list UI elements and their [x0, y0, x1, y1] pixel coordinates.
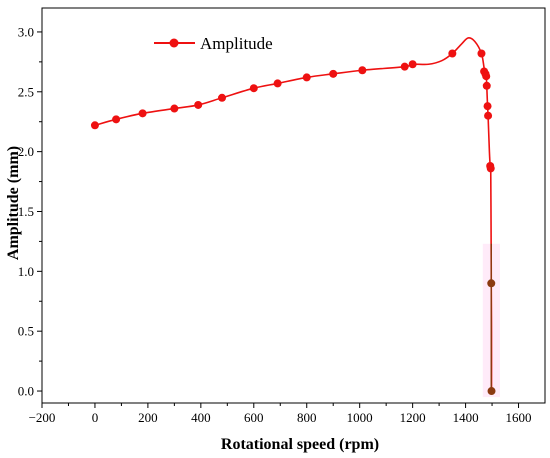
series-0-point	[329, 69, 338, 78]
series-0-point	[358, 66, 367, 75]
x-tick-label: −200	[29, 410, 56, 425]
series-0-point	[482, 81, 491, 90]
series-1-point	[487, 279, 496, 288]
series-0-point	[194, 100, 203, 109]
x-tick-label: 1000	[347, 410, 373, 425]
x-tick-label: 1400	[453, 410, 479, 425]
y-axis-title: Amplitude (mm)	[5, 146, 22, 260]
series-0-point	[486, 164, 495, 173]
x-tick-label: 1600	[506, 410, 532, 425]
series-0-point	[482, 72, 491, 81]
y-tick-label: 1.0	[18, 264, 34, 279]
x-axis-title: Rotational speed (rpm)	[221, 436, 379, 453]
x-tick-label: 600	[244, 410, 264, 425]
series-0-point	[477, 49, 486, 58]
y-tick-label: 2.0	[18, 144, 34, 159]
series-0-point	[249, 84, 258, 93]
series-0-point	[273, 79, 282, 88]
series-0-point	[302, 73, 311, 82]
plot-frame	[41, 7, 546, 404]
series-0-point	[448, 49, 457, 58]
series-1-point	[487, 387, 496, 396]
series-0-point	[170, 104, 179, 113]
series-0-point	[112, 115, 121, 124]
x-tick-label: 800	[297, 410, 317, 425]
x-tick-label: 1200	[400, 410, 426, 425]
legend-label-amplitude: Amplitude	[200, 34, 273, 53]
legend-marker-swatch	[169, 38, 179, 48]
y-tick-label: 1.5	[18, 204, 34, 219]
legend: Amplitude	[154, 34, 273, 53]
plot-border	[41, 7, 546, 404]
series-0-point	[408, 60, 417, 69]
series-layer	[90, 37, 496, 396]
series-0-line	[94, 37, 493, 392]
y-axis-ticks: 0.0 0.5 1.0 1.5 2.0 2.5 3.0	[18, 24, 42, 399]
series-0-point	[400, 62, 409, 71]
x-tick-label: 400	[191, 410, 211, 425]
y-tick-label: 0.0	[18, 384, 34, 399]
x-tick-label: 0	[92, 410, 99, 425]
series-0-point	[483, 102, 492, 111]
x-axis-ticks: −200 0 200 400 600 800 1000 1200 1400 1600	[29, 403, 532, 425]
y-tick-label: 2.5	[18, 84, 34, 99]
y-tick-label: 0.5	[18, 324, 34, 339]
series-0-point	[138, 109, 147, 118]
x-tick-label: 200	[138, 410, 158, 425]
y-tick-label: 3.0	[18, 24, 34, 39]
series-0-point	[90, 121, 99, 130]
series-0-point	[218, 93, 227, 102]
series-0-point	[484, 111, 493, 120]
